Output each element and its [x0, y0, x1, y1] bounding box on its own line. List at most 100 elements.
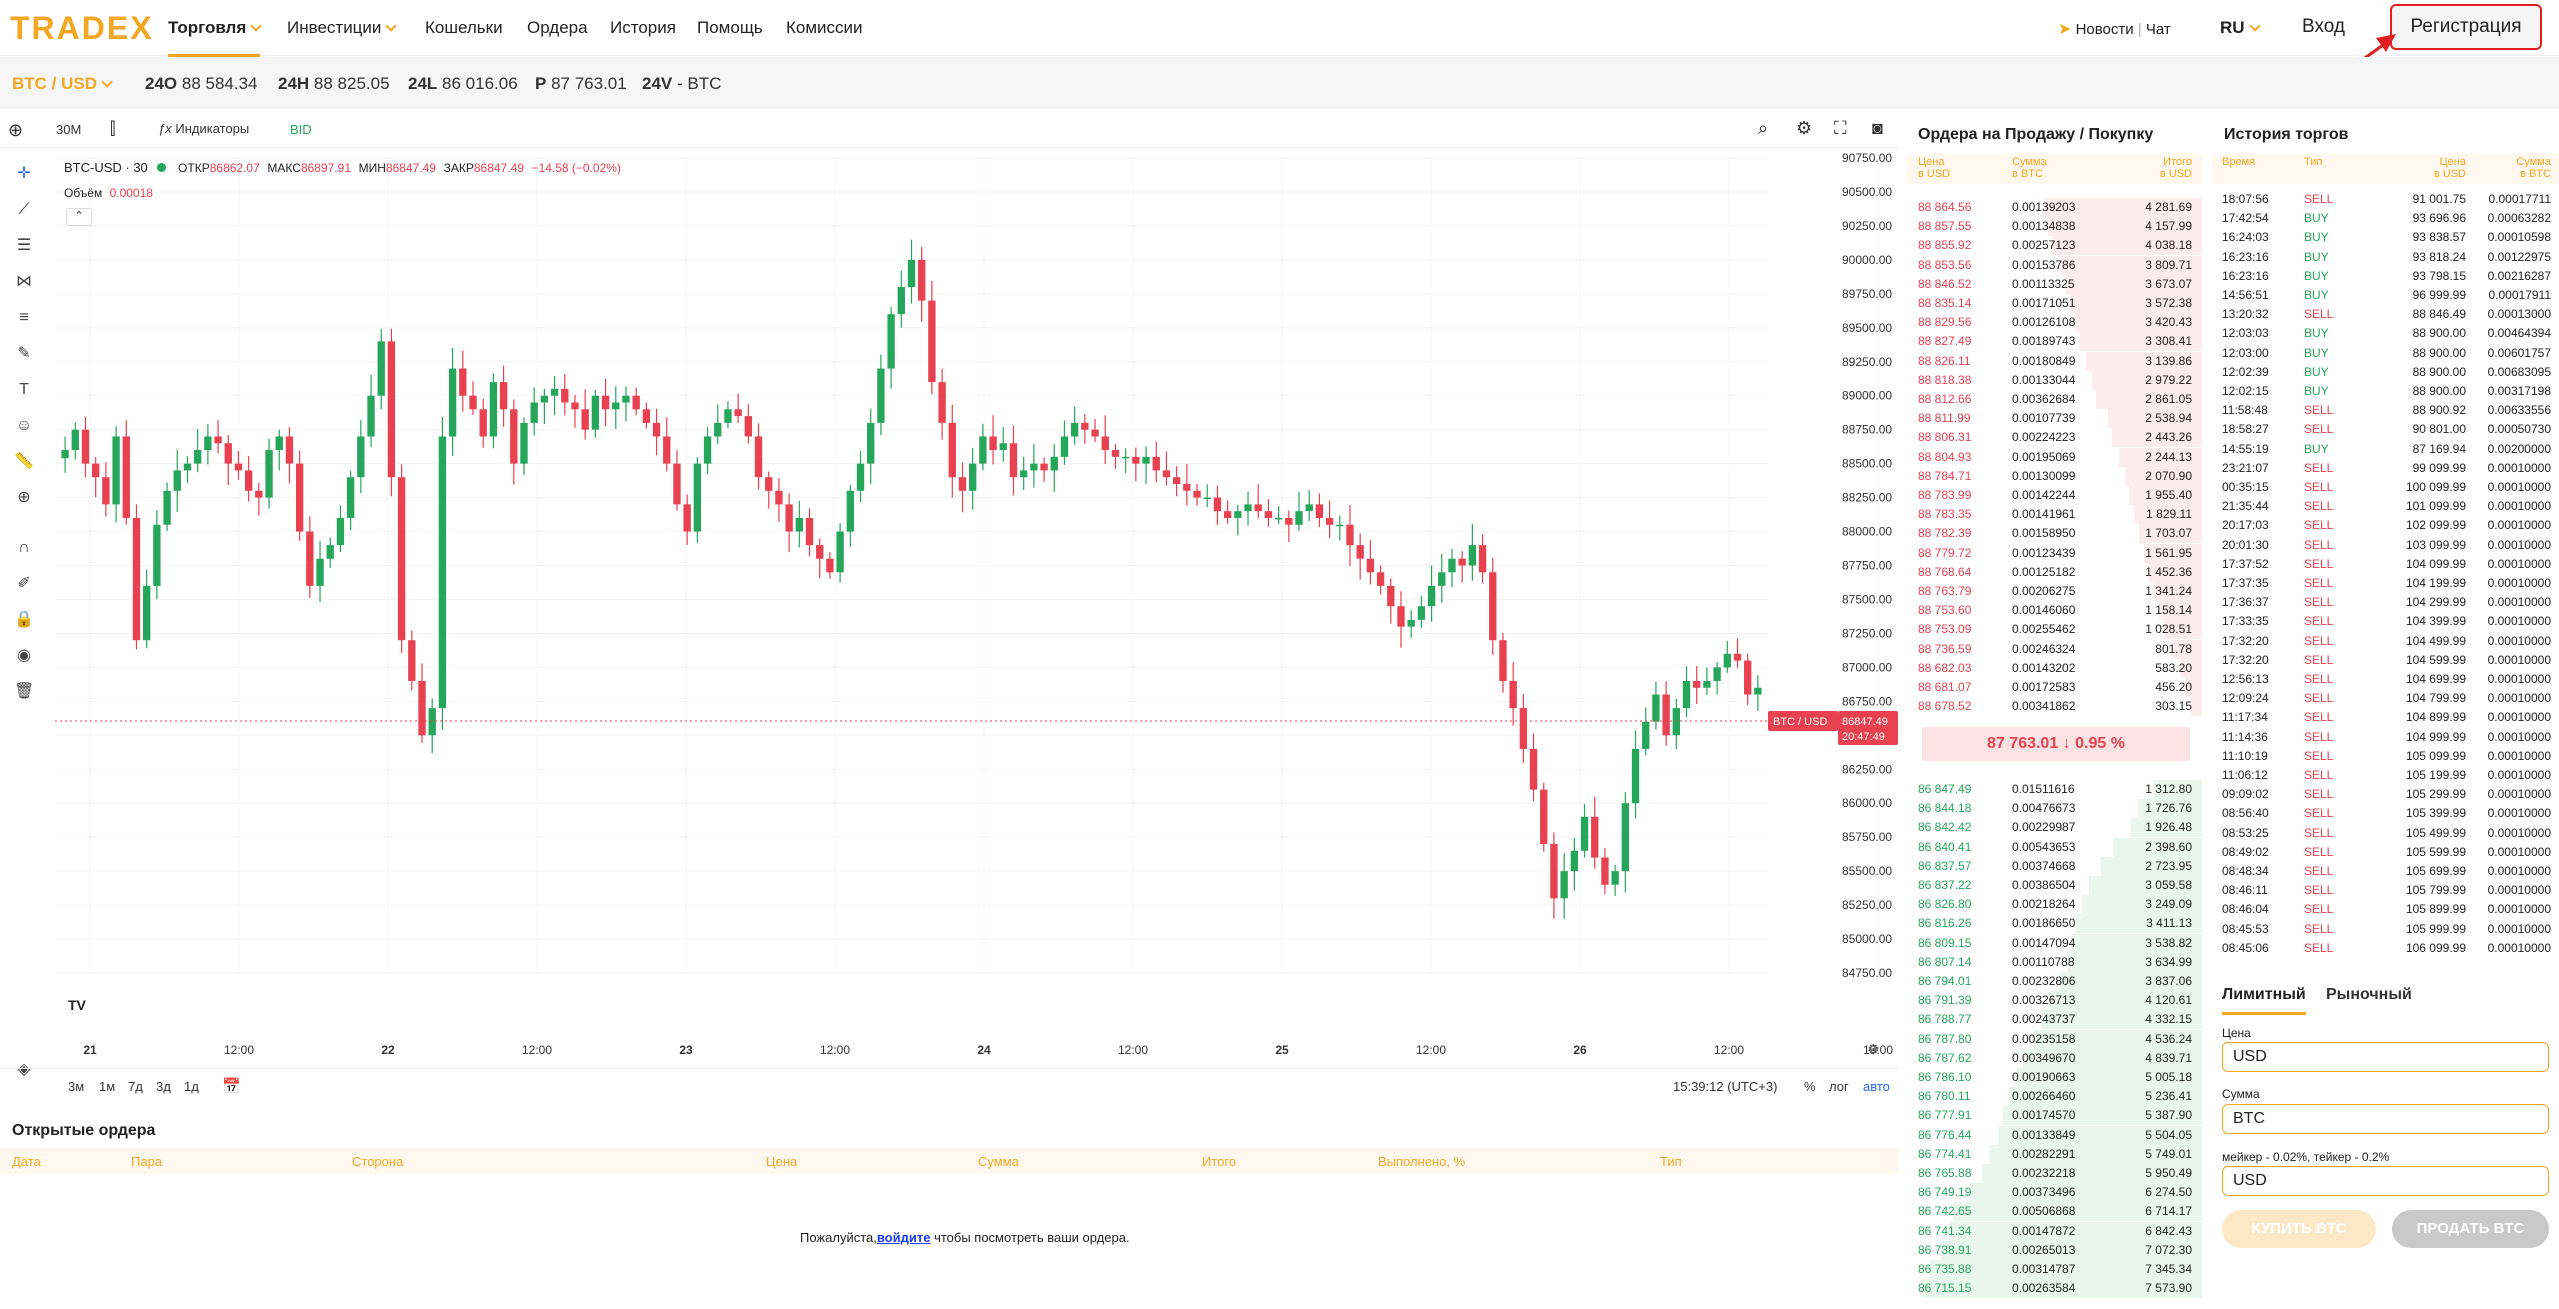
ask-row[interactable]: 88 829.56 0.00126108 3 420.43	[1906, 313, 2202, 333]
bid-row[interactable]: 86 786.10 0.00190663 5 005.18	[1906, 1068, 2202, 1087]
eye-icon[interactable]: ◉	[17, 647, 31, 664]
buy-button[interactable]: КУПИТЬ BTC	[2222, 1210, 2376, 1248]
ask-row[interactable]: 88 827.49 0.00189743 3 308.41	[1906, 332, 2202, 352]
ask-row[interactable]: 88 753.09 0.00255462 1 028.51	[1906, 620, 2202, 640]
bid-row[interactable]: 86 844.18 0.00476673 1 726.76	[1906, 799, 2202, 819]
tab-limit[interactable]: Лимитный	[2222, 986, 2306, 1015]
bid-row[interactable]: 86 776.44 0.00133849 5 504.05	[1906, 1125, 2202, 1145]
interval-select[interactable]: 30M	[56, 122, 82, 137]
bid-row[interactable]: 86 777.91 0.00174570 5 387.90	[1906, 1106, 2202, 1126]
range-3d[interactable]: 3д	[156, 1079, 171, 1094]
ask-row[interactable]: 88 678.52 0.00341862 303.15	[1906, 697, 2202, 717]
price-input[interactable]: USD	[2222, 1042, 2549, 1072]
ask-row[interactable]: 88 768.64 0.00125182 1 452.36	[1906, 562, 2202, 582]
nav-orders[interactable]: Ордера	[527, 18, 588, 37]
lock-icon[interactable]: 🔒	[14, 611, 34, 628]
text-icon[interactable]: T	[19, 381, 29, 398]
search-icon[interactable]: ⌕	[1758, 118, 1769, 138]
bid-row[interactable]: 86 780.11 0.00266460 5 236.41	[1906, 1087, 2202, 1107]
bid-row[interactable]: 86 787.62 0.00349670 4 839.71	[1906, 1048, 2202, 1068]
ask-row[interactable]: 88 857.55 0.00134838 4 157.99	[1906, 217, 2202, 237]
bid-row[interactable]: 86 787.80 0.00235158 4 536.24	[1906, 1029, 2202, 1049]
bid-row[interactable]: 86 794.01 0.00232806 3 837.06	[1906, 972, 2202, 991]
nav-fees[interactable]: Комиссии	[786, 18, 863, 37]
bid-row[interactable]: 86 842.42 0.00229987 1 926.48	[1906, 818, 2202, 838]
ask-row[interactable]: 88 811.99 0.00107739 2 538.94	[1906, 409, 2202, 429]
gear-icon[interactable]: ⚙	[1796, 118, 1813, 138]
bid-row[interactable]: 86 742.65 0.00506868 6 714.17	[1906, 1202, 2202, 1222]
ask-row[interactable]: 88 783.35 0.00141961 1 829.11	[1906, 505, 2202, 525]
emoji-icon[interactable]: ☺	[15, 417, 33, 434]
range-1m[interactable]: 1м	[99, 1079, 116, 1094]
total-input[interactable]: USD	[2222, 1166, 2549, 1196]
ask-row[interactable]: 88 806.31 0.00224223 2 443.26	[1906, 428, 2202, 448]
fullscreen-icon[interactable]: ⛶	[1834, 118, 1847, 138]
ask-row[interactable]: 88 779.72 0.00123439 1 561.95	[1906, 543, 2202, 563]
bid-row[interactable]: 86 807.14 0.00110788 3 634.99	[1906, 952, 2202, 972]
logo[interactable]: TRADEX	[10, 10, 154, 46]
range-3m[interactable]: 3м	[68, 1079, 85, 1094]
trendline-icon[interactable]: ⟋	[18, 201, 30, 218]
bid-toggle[interactable]: BID	[290, 122, 312, 137]
ask-row[interactable]: 88 846.52 0.00113325 3 673.07	[1906, 274, 2202, 294]
bid-row[interactable]: 86 735.88 0.00314787 7 345.34	[1906, 1260, 2202, 1279]
brush-icon[interactable]: ✎	[17, 345, 31, 362]
ask-row[interactable]: 88 753.60 0.00146060 1 158.14	[1906, 601, 2202, 621]
ask-row[interactable]: 88 681.07 0.00172583 456.20	[1906, 678, 2202, 697]
chat-link[interactable]: Чат	[2145, 21, 2171, 38]
ask-row[interactable]: 88 835.14 0.00171051 3 572.38	[1906, 294, 2202, 313]
sell-button[interactable]: ПРОДАТЬ BTC	[2392, 1210, 2549, 1248]
bid-row[interactable]: 86 765.88 0.00232218 5 950.49	[1906, 1164, 2202, 1183]
nav-wallets[interactable]: Кошельки	[425, 18, 503, 37]
log-toggle[interactable]: лог	[1829, 1079, 1849, 1094]
bid-row[interactable]: 86 847.49 0.01511616 1 312.80	[1906, 780, 2202, 799]
bid-row[interactable]: 86 837.22 0.00386504 3 059.58	[1906, 876, 2202, 895]
ask-row[interactable]: 88 784.71 0.00130099 2 070.90	[1906, 466, 2202, 486]
language-select[interactable]: RU	[2220, 18, 2261, 38]
ask-row[interactable]: 88 855.92 0.00257123 4 038.18	[1906, 236, 2202, 256]
news-link[interactable]: Новости	[2075, 21, 2134, 38]
bid-row[interactable]: 86 840.41 0.00543653 2 398.60	[1906, 837, 2202, 857]
bid-row[interactable]: 86 749.19 0.00373496 6 274.50	[1906, 1183, 2202, 1203]
pattern-icon[interactable]: ⋈	[16, 273, 32, 290]
layers-icon[interactable]: ◈	[17, 1061, 31, 1078]
ask-row[interactable]: 88 818.38 0.00133044 2 979.22	[1906, 370, 2202, 390]
date-range-icon[interactable]: 📅	[222, 1078, 241, 1095]
amount-input[interactable]: BTC	[2222, 1104, 2549, 1134]
range-7d[interactable]: 7д	[128, 1079, 143, 1094]
ask-row[interactable]: 88 812.66 0.00362684 2 861.05	[1906, 390, 2202, 409]
news-chat-link[interactable]: ➤ Новости | Чат	[2058, 19, 2171, 39]
bid-row[interactable]: 86 791.39 0.00326713 4 120.61	[1906, 991, 2202, 1011]
collapse-legend-button[interactable]: ⌃	[66, 208, 92, 226]
ask-row[interactable]: 88 853.56 0.00153786 3 809.71	[1906, 255, 2202, 275]
ask-row[interactable]: 88 763.79 0.00206275 1 341.24	[1906, 582, 2202, 601]
register-button[interactable]: Регистрация	[2390, 4, 2542, 50]
horizontal-lines-icon[interactable]: ☰	[16, 237, 32, 254]
pair-selector[interactable]: BTC / USD	[12, 74, 113, 94]
tradingview-logo-icon[interactable]: TV	[68, 997, 86, 1013]
candle-type-icon[interactable]: ⫿	[110, 119, 116, 138]
bid-row[interactable]: 86 826.80 0.00218264 3 249.09	[1906, 895, 2202, 915]
bid-row[interactable]: 86 809.15 0.00147094 3 538.82	[1906, 933, 2202, 953]
axis-settings-icon[interactable]: ⚙	[1867, 1041, 1880, 1057]
ask-row[interactable]: 88 826.11 0.00180849 3 139.86	[1906, 351, 2202, 371]
crosshair-icon[interactable]: ✛	[17, 165, 31, 182]
ask-row[interactable]: 88 782.39 0.00158950 1 703.07	[1906, 524, 2202, 544]
fib-icon[interactable]: ≡	[19, 309, 29, 326]
nav-help[interactable]: Помощь	[697, 18, 763, 37]
bid-row[interactable]: 86 816.26 0.00186650 3 411.13	[1906, 914, 2202, 934]
ask-row[interactable]: 88 864.56 0.00139203 4 281.69	[1906, 198, 2202, 217]
nav-trading[interactable]: Торговля	[168, 18, 262, 57]
percent-toggle[interactable]: %	[1804, 1079, 1816, 1094]
login-button[interactable]: Вход	[2302, 16, 2345, 37]
ask-row[interactable]: 88 783.99 0.00142244 1 955.40	[1906, 486, 2202, 505]
trash-icon[interactable]: 🗑	[14, 683, 35, 700]
price-chart[interactable]: 90750.00 90500.00 90250.00 90000.00 89750.00…	[0, 148, 1898, 1108]
ask-row[interactable]: 88 804.93 0.00195069 2 244.13	[1906, 447, 2202, 467]
auto-toggle[interactable]: авто	[1863, 1079, 1890, 1094]
range-1d[interactable]: 1д	[184, 1079, 199, 1094]
ask-row[interactable]: 88 682.03 0.00143202 583.20	[1906, 658, 2202, 678]
tab-market[interactable]: Рыночный	[2326, 986, 2412, 1003]
indicators-button[interactable]: ƒx Индикаторы	[158, 121, 249, 136]
login-link[interactable]: войдите	[876, 1230, 931, 1245]
